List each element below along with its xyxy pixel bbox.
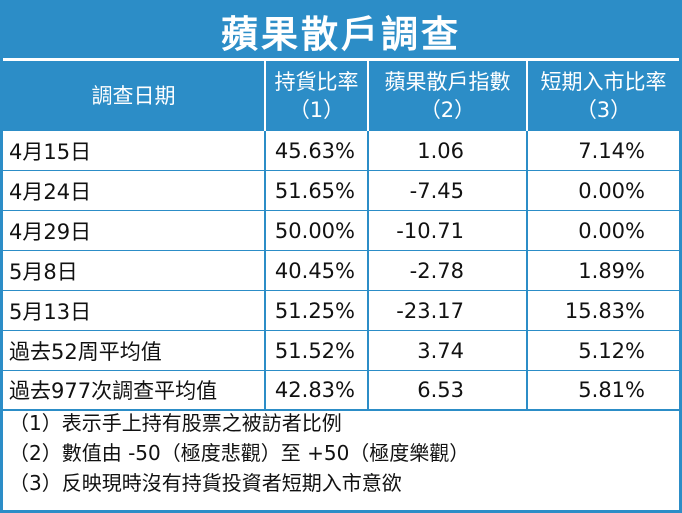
footnote: （3）反映現時沒有持貨投資者短期入市意欲 xyxy=(9,471,402,495)
table-row: 4月29日 50.00% -10.71 0.00% xyxy=(3,211,679,251)
cell-date: 過去977次調查平均值 xyxy=(3,371,266,409)
cell-short: 0.00% xyxy=(578,178,645,203)
cell-short: 1.89% xyxy=(578,258,645,283)
table-row: 5月13日 51.25% -23.17 15.83% xyxy=(3,291,679,331)
table-header: 調查日期 持貨比率 （1） 蘋果散戶指數 （2） 短期入市比率 （3） xyxy=(3,61,679,131)
cell-date: 4月24日 xyxy=(3,171,266,210)
header-short-term-ratio: 短期入市比率 （3） xyxy=(528,61,679,131)
title-bar: 蘋果散戶調查 xyxy=(3,3,679,61)
table-row: 過去977次調查平均值 42.83% 6.53 5.81% xyxy=(3,371,679,411)
table-row: 過去52周平均值 51.52% 3.74 5.12% xyxy=(3,331,679,371)
cell-date: 4月29日 xyxy=(3,211,266,250)
cell-date: 過去52周平均值 xyxy=(3,331,266,370)
footnote: （1）表示手上持有股票之被訪者比例 xyxy=(9,411,342,435)
header-holding-ratio-label: 持貨比率 xyxy=(274,70,359,94)
cell-holding: 51.25% xyxy=(266,291,369,330)
cell-index: -7.45 xyxy=(369,171,528,210)
header-holding-ratio: 持貨比率 （1） xyxy=(266,61,369,131)
cell-index: -23.17 xyxy=(369,291,528,330)
header-short-term-ratio-label: 短期入市比率 xyxy=(540,70,667,94)
cell-holding: 40.45% xyxy=(266,251,369,290)
cell-holding: 50.00% xyxy=(266,211,369,250)
header-survey-date: 調查日期 xyxy=(3,61,266,131)
cell-index: 3.74 xyxy=(369,331,528,370)
table-row: 4月24日 51.65% -7.45 0.00% xyxy=(3,171,679,211)
header-retail-index-note: （2） xyxy=(419,98,476,122)
cell-short: 0.00% xyxy=(578,218,645,243)
cell-index: 1.06 xyxy=(369,131,528,170)
cell-holding: 45.63% xyxy=(266,131,369,170)
cell-index: -10.71 xyxy=(369,211,528,250)
header-holding-ratio-note: （1） xyxy=(288,98,345,122)
table-body: 4月15日 45.63% 1.06 7.14% 4月24日 51.65% -7.… xyxy=(3,131,679,411)
footnotes: （1）表示手上持有股票之被訪者比例 （2）數值由 -50（極度悲觀）至 +50（… xyxy=(9,408,673,498)
cell-short: 7.14% xyxy=(578,138,645,163)
page-title: 蘋果散戶調查 xyxy=(221,12,461,56)
cell-short: 15.83% xyxy=(564,298,645,323)
cell-index: -2.78 xyxy=(369,251,528,290)
header-retail-index: 蘋果散戶指數 （2） xyxy=(369,61,528,131)
cell-short: 5.12% xyxy=(578,338,645,363)
table-row: 5月8日 40.45% -2.78 1.89% xyxy=(3,251,679,291)
header-short-term-ratio-note: （3） xyxy=(575,98,632,122)
header-retail-index-label: 蘋果散戶指數 xyxy=(384,70,511,94)
cell-holding: 51.52% xyxy=(266,331,369,370)
cell-date: 5月13日 xyxy=(3,291,266,330)
cell-date: 5月8日 xyxy=(3,251,266,290)
header-survey-date-label: 調查日期 xyxy=(91,84,176,108)
cell-index: 6.53 xyxy=(369,371,528,409)
cell-short: 5.81% xyxy=(578,378,645,402)
footnote: （2）數值由 -50（極度悲觀）至 +50（極度樂觀） xyxy=(9,441,470,465)
table-row: 4月15日 45.63% 1.06 7.14% xyxy=(3,131,679,171)
cell-date: 4月15日 xyxy=(3,131,266,170)
cell-holding: 42.83% xyxy=(266,371,369,409)
cell-holding: 51.65% xyxy=(266,171,369,210)
